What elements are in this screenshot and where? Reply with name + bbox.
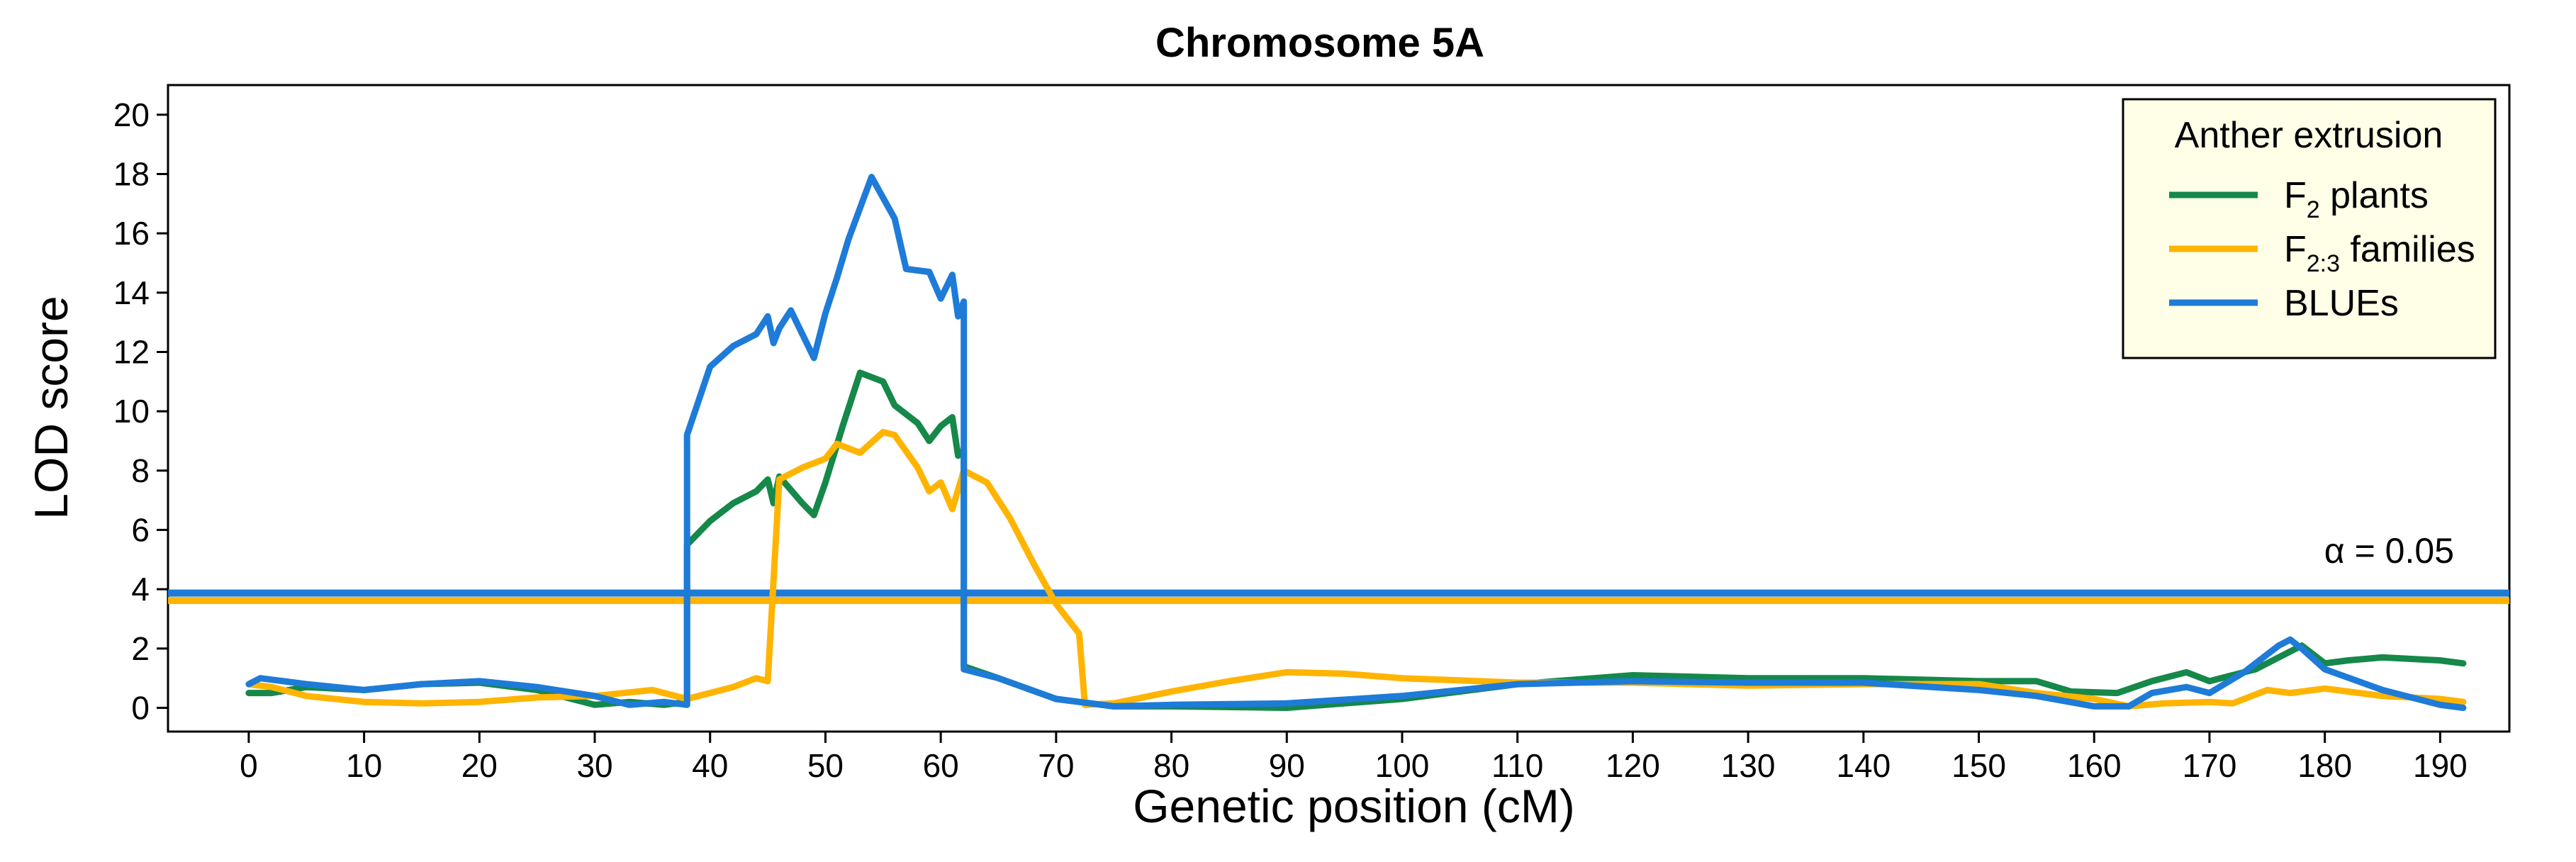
x-tick-label: 0	[240, 747, 258, 784]
legend-title: Anther extrusion	[2175, 115, 2443, 156]
x-axis: 0 10 20 30 40 50 60 70 80 90 100 110 120 130 140 150 160…	[240, 732, 2468, 784]
y-tick-label: 8	[131, 452, 150, 489]
y-tick-label: 18	[113, 156, 150, 193]
x-tick-label: 40	[692, 747, 728, 784]
legend-entry-main: F	[2284, 175, 2307, 216]
legend-entry-main: BLUEs	[2284, 283, 2399, 324]
legend-entry-subscript: 2:3	[2307, 250, 2340, 277]
x-tick-label: 140	[1836, 747, 1891, 784]
x-tick-label: 20	[461, 747, 498, 784]
legend-box	[2122, 98, 2497, 359]
y-tick-label: 16	[113, 215, 150, 252]
x-tick-label: 30	[576, 747, 612, 784]
legend-entry-label: BLUEs	[2284, 283, 2399, 324]
x-tick-label: 150	[1951, 747, 2006, 784]
y-tick-label: 12	[113, 334, 150, 371]
chart-title: Chromosome 5A	[1155, 20, 1484, 66]
x-tick-label: 90	[1269, 747, 1305, 784]
x-tick-label: 50	[807, 747, 844, 784]
y-axis-label: LOD score	[25, 296, 77, 519]
y-tick-label: 0	[131, 690, 150, 727]
legend-entry-label: F2:3 families	[2284, 229, 2475, 277]
legend-entry-rest: plants	[2320, 175, 2429, 216]
legend-entry-label: F2 plants	[2284, 175, 2429, 223]
x-axis-label: Genetic position (cM)	[1133, 780, 1575, 832]
x-tick-label: 110	[1491, 747, 1543, 784]
x-tick-label: 130	[1721, 747, 1776, 784]
x-tick-label: 180	[2297, 747, 2352, 784]
x-tick-label: 170	[2183, 747, 2237, 784]
y-tick-label: 14	[113, 274, 150, 311]
y-tick-label: 20	[113, 96, 150, 133]
x-tick-label: 120	[1606, 747, 1660, 784]
y-tick-label: 10	[113, 393, 150, 430]
legend-entry-subscript: 2	[2307, 196, 2320, 223]
x-tick-label: 100	[1375, 747, 1430, 784]
legend-entry-main: F	[2284, 229, 2307, 270]
y-tick-label: 6	[131, 512, 150, 549]
x-tick-label: 190	[2413, 747, 2468, 784]
y-axis: 0 2 4 6 8 10 12 14 16 18 20	[113, 96, 168, 727]
x-tick-label: 10	[346, 747, 382, 784]
plot-area-frame	[167, 84, 2511, 733]
x-tick-label: 60	[923, 747, 959, 784]
legend-entry-rest: families	[2340, 229, 2475, 270]
x-tick-label: 160	[2067, 747, 2122, 784]
y-tick-label: 2	[131, 630, 150, 667]
y-tick-label: 4	[131, 571, 150, 608]
series-lines	[245, 174, 2467, 711]
series-line-blues	[245, 174, 2467, 711]
x-tick-label: 70	[1038, 747, 1074, 784]
threshold-label: α = 0.05	[2324, 531, 2454, 571]
significance-thresholds	[168, 589, 2509, 605]
x-tick-label: 80	[1153, 747, 1189, 784]
